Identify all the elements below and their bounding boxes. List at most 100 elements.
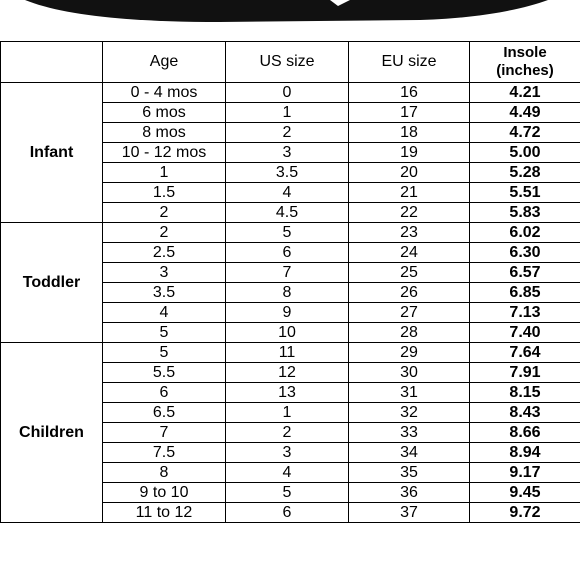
age-cell: 1 [102, 162, 226, 183]
table-row: 6 13 31 8.15 [1, 382, 580, 403]
age-cell: 7.5 [102, 442, 226, 463]
age-cell: 5 [102, 342, 226, 363]
insole-header-line1: Insole [503, 44, 547, 61]
size-chart-body: Infant 0 - 4 mos 0 16 4.21 6 mos 1 17 4.49 8 mos 2… [0, 82, 580, 523]
table-row: Children 5 11 29 7.64 [0, 342, 580, 523]
us-size-cell: 6 [225, 502, 349, 523]
eu-size-cell: 31 [348, 382, 470, 403]
table-row: 5 10 28 7.40 [1, 322, 580, 343]
eu-size-header: EU size [348, 41, 470, 83]
insole-cell: 8.43 [469, 402, 580, 423]
table-row: 3 7 25 6.57 [1, 262, 580, 283]
size-chart-table: Age US size EU size Insole (inches) Infa… [0, 41, 580, 523]
eu-size-cell: 28 [348, 322, 470, 343]
age-cell: 5.5 [102, 362, 226, 383]
header-row: Age US size EU size Insole (inches) [0, 41, 580, 83]
insole-cell: 6.30 [469, 242, 580, 263]
us-size-cell: 8 [225, 282, 349, 303]
table-row: 1 3.5 20 5.28 [1, 162, 580, 183]
us-size-cell: 9 [225, 302, 349, 323]
eu-size-cell: 36 [348, 482, 470, 503]
insole-cell: 5.28 [469, 162, 580, 183]
age-cell: 8 mos [102, 122, 226, 143]
insole-header-line2: (inches) [496, 62, 554, 79]
insole-cell: 7.91 [469, 362, 580, 383]
insole-cell: 4.49 [469, 102, 580, 123]
insole-cell: 9.45 [469, 482, 580, 503]
insole-cell: 7.64 [469, 342, 580, 363]
eu-size-cell: 24 [348, 242, 470, 263]
us-size-header: US size [225, 41, 349, 83]
insole-cell: 8.94 [469, 442, 580, 463]
table-row: 5.5 12 30 7.91 [1, 362, 580, 383]
insole-cell: 4.72 [469, 122, 580, 143]
us-size-cell: 4 [225, 182, 349, 203]
insole-cell: 6.02 [469, 222, 580, 243]
insole-cell: 9.72 [469, 502, 580, 523]
eu-size-cell: 27 [348, 302, 470, 323]
us-size-cell: 12 [225, 362, 349, 383]
insole-cell: 5.83 [469, 202, 580, 223]
age-cell: 6 [102, 382, 226, 403]
eu-size-cell: 17 [348, 102, 470, 123]
age-cell: 4 [102, 302, 226, 323]
table-row: 11 to 12 6 37 9.72 [1, 502, 580, 523]
group-label-infant: Infant [0, 82, 103, 223]
table-row: Infant 0 - 4 mos 0 16 4.21 [0, 82, 580, 223]
table-row: Toddler 2 5 23 6.02 [0, 222, 580, 343]
us-size-cell: 0 [225, 82, 349, 103]
insole-cell: 8.15 [469, 382, 580, 403]
eu-size-cell: 33 [348, 422, 470, 443]
us-size-cell: 4 [225, 462, 349, 483]
eu-size-cell: 21 [348, 182, 470, 203]
us-size-cell: 1 [225, 102, 349, 123]
us-size-cell: 3.5 [225, 162, 349, 183]
age-cell: 2 [102, 222, 226, 243]
us-size-cell: 11 [225, 342, 349, 363]
table-row: 3.5 8 26 6.85 [1, 282, 580, 303]
table-row: 10 - 12 mos 3 19 5.00 [1, 142, 580, 163]
insole-cell: 4.21 [469, 82, 580, 103]
insole-cell: 7.40 [469, 322, 580, 343]
us-size-cell: 10 [225, 322, 349, 343]
eu-size-cell: 29 [348, 342, 470, 363]
age-cell: 8 [102, 462, 226, 483]
insole-cell: 6.57 [469, 262, 580, 283]
group-label-toddler: Toddler [0, 222, 103, 343]
table-row: 6.5 1 32 8.43 [1, 402, 580, 423]
insole-cell: 6.85 [469, 282, 580, 303]
age-cell: 11 to 12 [102, 502, 226, 523]
insole-header: Insole (inches) [469, 41, 580, 83]
us-size-cell: 1 [225, 402, 349, 423]
eu-size-cell: 26 [348, 282, 470, 303]
age-cell: 9 to 10 [102, 482, 226, 503]
age-cell: 3.5 [102, 282, 226, 303]
group-header-cell [0, 41, 103, 83]
age-cell: 10 - 12 mos [102, 142, 226, 163]
insole-cell: 5.51 [469, 182, 580, 203]
age-cell: 1.5 [102, 182, 226, 203]
us-size-cell: 3 [225, 142, 349, 163]
eu-size-cell: 37 [348, 502, 470, 523]
shoe-sole-image [25, 0, 548, 22]
us-size-cell: 2 [225, 122, 349, 143]
age-cell: 2 [102, 202, 226, 223]
insole-cell: 5.00 [469, 142, 580, 163]
age-cell: 0 - 4 mos [102, 82, 226, 103]
us-size-cell: 5 [225, 482, 349, 503]
us-size-cell: 2 [225, 422, 349, 443]
eu-size-cell: 20 [348, 162, 470, 183]
insole-cell: 8.66 [469, 422, 580, 443]
table-row: 4 9 27 7.13 [1, 302, 580, 323]
eu-size-cell: 18 [348, 122, 470, 143]
eu-size-cell: 23 [348, 222, 470, 243]
table-row: 8 4 35 9.17 [1, 462, 580, 483]
age-cell: 7 [102, 422, 226, 443]
age-cell: 5 [102, 322, 226, 343]
us-size-cell: 13 [225, 382, 349, 403]
table-row: 7.5 3 34 8.94 [1, 442, 580, 463]
us-size-cell: 3 [225, 442, 349, 463]
eu-size-cell: 16 [348, 82, 470, 103]
eu-size-cell: 22 [348, 202, 470, 223]
eu-size-cell: 32 [348, 402, 470, 423]
